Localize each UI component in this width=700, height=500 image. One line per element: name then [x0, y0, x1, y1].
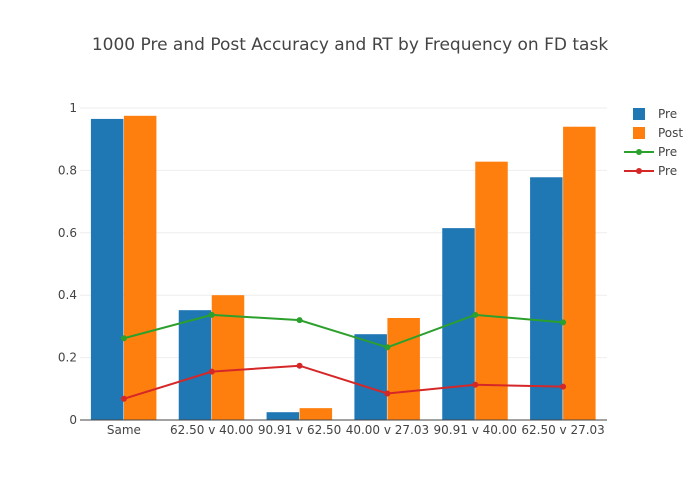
- legend-item-1[interactable]: Post: [633, 126, 683, 140]
- x-tick-label: 90.91 v 40.00: [434, 423, 517, 437]
- y-tick-label: 0.8: [58, 163, 77, 177]
- line-point-0-1[interactable]: [208, 311, 215, 318]
- legend-swatch: [633, 108, 645, 120]
- bar-pre-4[interactable]: [442, 228, 475, 420]
- legend-label: Pre: [658, 107, 677, 121]
- line-point-0-5[interactable]: [560, 319, 567, 326]
- bar-pre-0[interactable]: [90, 118, 124, 421]
- x-tick-label: 90.91 v 62.50: [258, 423, 341, 437]
- bar-pre-3[interactable]: [354, 334, 387, 420]
- bar-pre-1[interactable]: [178, 310, 212, 420]
- legend-marker: [636, 149, 642, 155]
- bar-post-5[interactable]: [563, 126, 596, 420]
- line-point-1-3[interactable]: [384, 390, 391, 397]
- line-point-1-0[interactable]: [120, 395, 127, 402]
- bar-post-1[interactable]: [211, 295, 245, 420]
- y-tick-label: 0.6: [58, 226, 77, 240]
- bar-post-4[interactable]: [475, 161, 508, 420]
- y-tick-labels: 0 0.2 0.4 0.6 0.8 1: [58, 101, 77, 427]
- x-tick-label: Same: [107, 423, 141, 437]
- legend-item-0[interactable]: Pre: [633, 107, 677, 121]
- y-tick-label: 0.2: [58, 351, 77, 365]
- line-point-1-4[interactable]: [472, 381, 479, 388]
- bar-pre-5[interactable]: [530, 177, 563, 420]
- line-point-1-1[interactable]: [208, 368, 215, 375]
- legend-swatch: [633, 127, 645, 139]
- line-point-1-2[interactable]: [296, 362, 303, 369]
- y-tick-label: 0: [69, 413, 77, 427]
- legend-item-3[interactable]: Pre: [624, 164, 677, 178]
- x-tick-label: 40.00 v 27.03: [346, 423, 429, 437]
- x-tick-labels: Same 62.50 v 40.00 90.91 v 62.50 40.00 v 27…: [107, 423, 605, 437]
- grid-layer: [80, 107, 607, 359]
- legend-label: Pre: [658, 145, 677, 159]
- bar-post-2[interactable]: [299, 408, 333, 420]
- line-series-0[interactable]: [123, 313, 564, 349]
- legend-label: Post: [658, 126, 683, 140]
- line-point-0-3[interactable]: [384, 344, 391, 351]
- chart-title: 1000 Pre and Post Accuracy and RT by Fre…: [92, 35, 608, 55]
- line-point-1-5[interactable]: [560, 383, 567, 390]
- x-tick-label: 62.50 v 27.03: [521, 423, 604, 437]
- bar-post-0[interactable]: [123, 115, 157, 421]
- y-tick-label: 0.4: [58, 288, 77, 302]
- x-tick-label: 62.50 v 40.00: [170, 423, 253, 437]
- legend[interactable]: Pre Post Pre Pre: [624, 107, 683, 178]
- y-tick-label: 1: [69, 101, 77, 115]
- legend-item-2[interactable]: Pre: [624, 145, 677, 159]
- bar-layer: [90, 115, 596, 421]
- line-series-1[interactable]: [123, 364, 564, 400]
- bar-post-3[interactable]: [387, 317, 420, 420]
- bar-pre-2[interactable]: [266, 412, 300, 420]
- line-point-0-2[interactable]: [296, 317, 303, 324]
- line-point-0-0[interactable]: [120, 335, 127, 342]
- line-layer: [120, 311, 567, 402]
- line-point-0-4[interactable]: [472, 311, 479, 318]
- legend-label: Pre: [658, 164, 677, 178]
- legend-marker: [636, 168, 642, 174]
